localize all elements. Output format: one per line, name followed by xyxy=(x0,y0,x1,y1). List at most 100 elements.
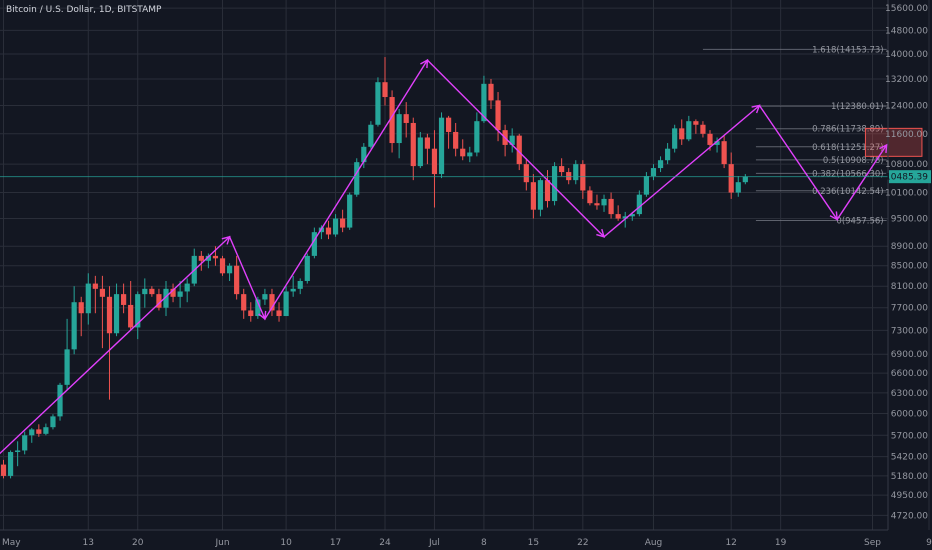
candle-down[interactable] xyxy=(234,255,240,300)
candle-down[interactable] xyxy=(523,158,529,191)
candle-up[interactable] xyxy=(481,75,487,123)
candle-up[interactable] xyxy=(551,162,558,206)
candle-up[interactable] xyxy=(573,160,579,185)
candle-up[interactable] xyxy=(304,253,310,284)
candle-up[interactable] xyxy=(290,275,296,297)
candle-up[interactable] xyxy=(368,121,374,149)
candle-down[interactable] xyxy=(559,158,565,177)
candle-up[interactable] xyxy=(297,278,303,295)
candle-down[interactable] xyxy=(580,160,586,199)
candle-up[interactable] xyxy=(262,288,268,305)
candle-down[interactable] xyxy=(121,283,127,314)
candle-up[interactable] xyxy=(177,280,183,308)
candle-up[interactable] xyxy=(354,158,360,197)
candle-down[interactable] xyxy=(0,459,7,479)
candle-down[interactable] xyxy=(679,119,685,145)
candle-down[interactable] xyxy=(276,302,282,322)
candle-down[interactable] xyxy=(693,119,699,134)
candle-up[interactable] xyxy=(672,124,678,153)
candle-down[interactable] xyxy=(721,135,727,169)
candle-down[interactable] xyxy=(728,152,734,199)
candle-down[interactable] xyxy=(594,194,600,210)
y-axis[interactable]: 4720.00 4950.00 5180.00 5420.00 5700.00 6000.… xyxy=(885,0,931,530)
candle-up[interactable] xyxy=(29,427,35,443)
candle-up[interactable] xyxy=(474,112,480,157)
candle-down[interactable] xyxy=(241,288,247,319)
candle-down[interactable] xyxy=(453,122,459,157)
candle-up[interactable] xyxy=(113,283,120,337)
candle-up[interactable] xyxy=(742,174,748,185)
candle-up[interactable] xyxy=(417,131,423,169)
candle-up[interactable] xyxy=(22,431,28,455)
candle-up[interactable] xyxy=(311,227,317,259)
candle-up[interactable] xyxy=(714,137,720,153)
candle-up[interactable] xyxy=(226,263,233,281)
candle-down[interactable] xyxy=(170,283,176,303)
candle-down[interactable] xyxy=(219,255,226,276)
candle-down[interactable] xyxy=(431,130,438,208)
candle-down[interactable] xyxy=(198,251,204,271)
candle-up[interactable] xyxy=(375,77,381,127)
candle-up[interactable] xyxy=(57,382,63,421)
candle-up[interactable] xyxy=(71,286,77,355)
candle-up[interactable] xyxy=(657,156,664,173)
candle-down[interactable] xyxy=(325,220,332,240)
candle-down[interactable] xyxy=(587,186,593,206)
candle-down[interactable] xyxy=(78,296,84,337)
candle-down[interactable] xyxy=(128,280,134,331)
candle-up[interactable] xyxy=(347,192,353,230)
candle-up[interactable] xyxy=(636,190,642,217)
candle-up[interactable] xyxy=(64,318,70,390)
candle-down[interactable] xyxy=(615,205,621,221)
candle-down[interactable] xyxy=(106,286,113,400)
candle-up[interactable] xyxy=(135,291,141,340)
candle-down[interactable] xyxy=(340,209,346,233)
candle-down[interactable] xyxy=(382,57,388,106)
candle-down[interactable] xyxy=(156,288,162,311)
candle-down[interactable] xyxy=(92,275,98,314)
candle-down[interactable] xyxy=(445,115,452,149)
candle-up[interactable] xyxy=(467,146,473,163)
candle-down[interactable] xyxy=(530,174,536,219)
candle-down[interactable] xyxy=(149,286,155,297)
candle-down[interactable] xyxy=(495,92,501,142)
candle-up[interactable] xyxy=(15,441,21,467)
candle-down[interactable] xyxy=(488,78,494,109)
candle-up[interactable] xyxy=(50,414,56,430)
candle-down[interactable] xyxy=(410,117,416,181)
candle-up[interactable] xyxy=(255,296,261,319)
candle-up[interactable] xyxy=(396,108,402,159)
x-axis[interactable]: May1320Jun101724Jul81522Aug1219Sep916 xyxy=(0,529,932,548)
candle-down[interactable] xyxy=(424,133,430,165)
candle-down[interactable] xyxy=(389,90,395,153)
candle-down[interactable] xyxy=(99,275,106,349)
candle-down[interactable] xyxy=(36,424,42,437)
candle-up[interactable] xyxy=(85,273,91,325)
candle-up[interactable] xyxy=(7,450,14,479)
candle-up[interactable] xyxy=(283,286,289,317)
candle-up[interactable] xyxy=(650,164,657,181)
candle-down[interactable] xyxy=(566,168,572,185)
current-price-tag[interactable] xyxy=(889,170,931,184)
candle-down[interactable] xyxy=(269,288,275,317)
candle-up[interactable] xyxy=(184,278,190,303)
pattern-drawing[interactable] xyxy=(0,58,888,457)
candle-up[interactable] xyxy=(438,112,445,179)
candle-up[interactable] xyxy=(665,143,671,165)
candle-up[interactable] xyxy=(43,423,49,436)
candle-down[interactable] xyxy=(608,192,614,219)
candles[interactable] xyxy=(0,57,748,479)
candle-down[interactable] xyxy=(403,102,409,138)
candle-down[interactable] xyxy=(460,139,466,161)
candle-up[interactable] xyxy=(142,278,148,308)
candle-up[interactable] xyxy=(361,143,367,169)
candle-down[interactable] xyxy=(248,302,254,322)
candle-up[interactable] xyxy=(686,115,692,142)
pattern-zigzag[interactable] xyxy=(0,58,888,457)
candle-up[interactable] xyxy=(332,214,339,237)
candle-up[interactable] xyxy=(509,128,515,153)
candle-up[interactable] xyxy=(537,178,544,217)
candle-up[interactable] xyxy=(601,194,607,212)
